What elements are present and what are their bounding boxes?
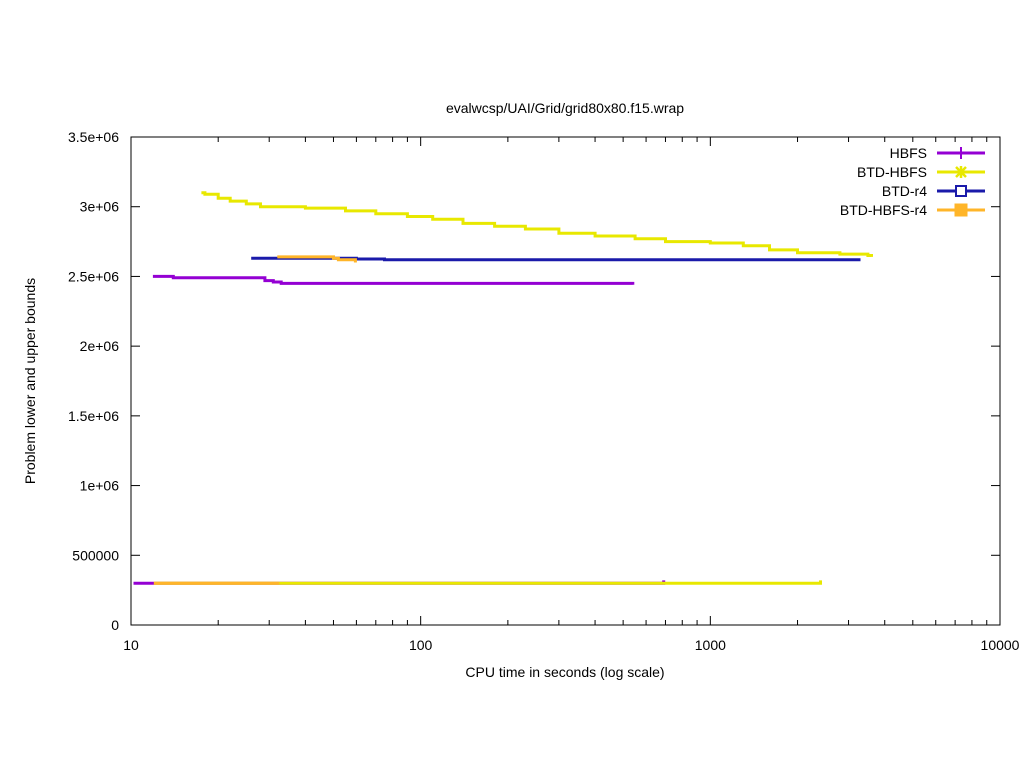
series-line-btd-hbfs-r4-upper xyxy=(277,255,357,263)
legend-marker-x xyxy=(955,166,967,178)
x-axis-label: CPU time in seconds (log scale) xyxy=(465,664,664,680)
y-tick-label: 3e+06 xyxy=(80,199,120,215)
y-axis-label: Problem lower and upper bounds xyxy=(22,278,38,484)
plot-frame xyxy=(130,136,1001,626)
series-line-btd-hbfs-upper xyxy=(201,191,873,257)
y-tick-label: 500000 xyxy=(72,547,119,563)
legend-label: BTD-r4 xyxy=(882,183,927,199)
legend-marker-plus xyxy=(955,147,967,159)
y-tick-label: 2.5e+06 xyxy=(68,268,119,284)
y-tick-label: 0 xyxy=(111,617,119,633)
chart-title: evalwcsp/UAI/Grid/grid80x80.f15.wrap xyxy=(446,100,684,116)
axis-ticks: 10 100 1000 10000 0 500000 1e+06 1.5e+06 2e+06 2.… xyxy=(68,129,1020,653)
legend-label: BTD-HBFS-r4 xyxy=(840,202,927,218)
legend: HBFS BTD-HBFS BTD-r4 BTD-HBFS-r4 xyxy=(840,145,985,218)
series-line-hbfs-upper xyxy=(152,274,635,285)
y-tick-label: 1.5e+06 xyxy=(68,408,119,424)
x-tick-label: 1000 xyxy=(695,637,726,653)
legend-marker-filled-square xyxy=(954,203,968,217)
y-tick-label: 2e+06 xyxy=(80,338,120,354)
x-tick-label: 100 xyxy=(409,637,433,653)
legend-label: BTD-HBFS xyxy=(857,164,927,180)
y-tick-label: 1e+06 xyxy=(80,478,120,494)
x-tick-label: 10 xyxy=(123,637,139,653)
plot-border xyxy=(130,136,1001,626)
legend-label: HBFS xyxy=(890,145,927,161)
x-tick-label: 10000 xyxy=(981,637,1020,653)
legend-marker-square xyxy=(955,185,967,197)
series-line-btd-hbfs-lower xyxy=(153,580,822,585)
series-layer xyxy=(133,191,873,585)
y-tick-label: 3.5e+06 xyxy=(68,129,119,145)
